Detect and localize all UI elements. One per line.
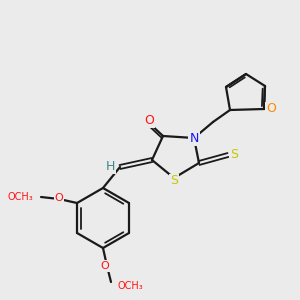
Text: OCH₃: OCH₃ [117, 281, 143, 291]
Text: O: O [100, 261, 109, 271]
Text: O: O [55, 193, 63, 203]
Text: H: H [105, 160, 115, 172]
Text: S: S [230, 148, 238, 161]
Text: O: O [144, 113, 154, 127]
Text: O: O [266, 103, 276, 116]
Text: OCH₃: OCH₃ [7, 192, 33, 202]
Text: S: S [170, 175, 178, 188]
Text: N: N [189, 131, 199, 145]
